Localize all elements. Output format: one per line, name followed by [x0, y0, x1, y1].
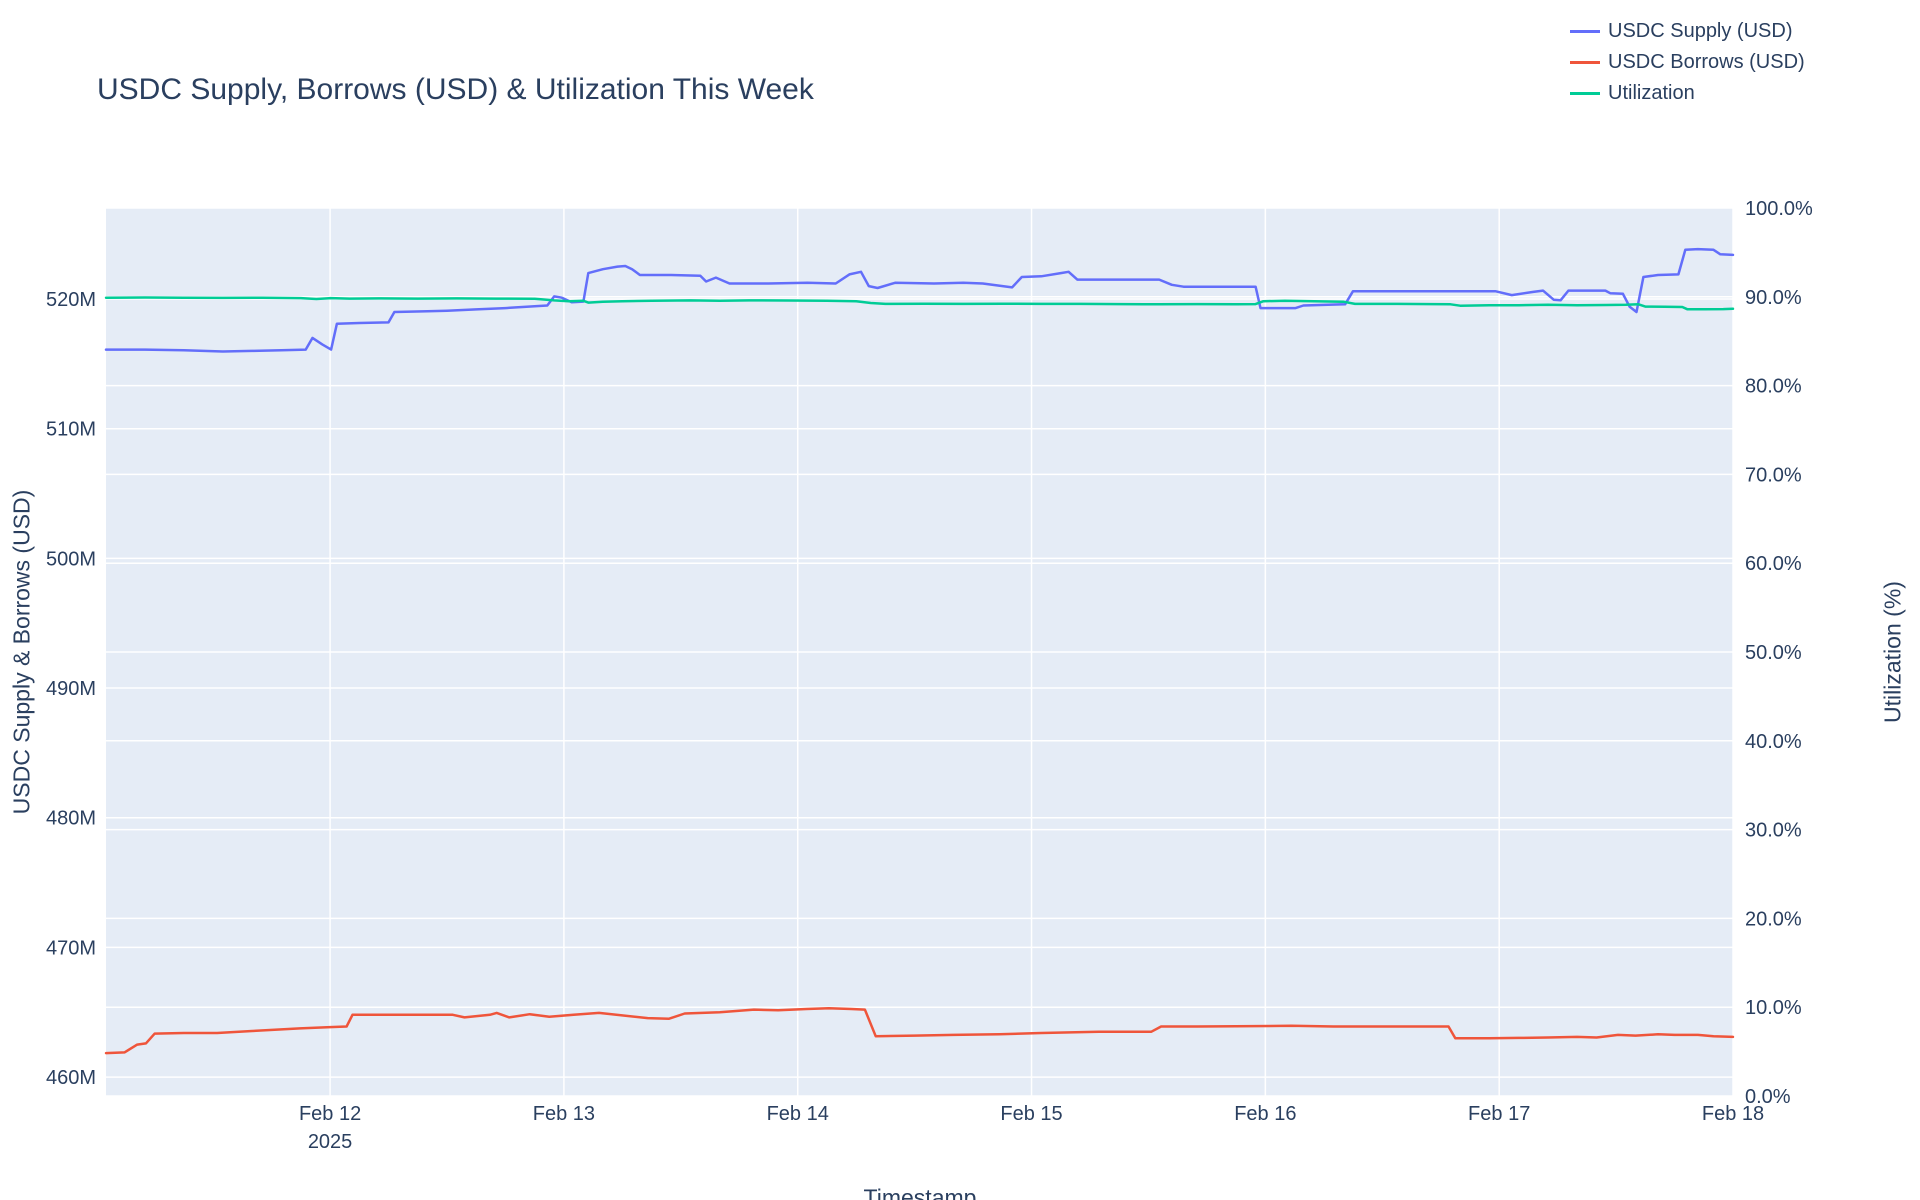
x-tick-label: Feb 15 [1000, 1103, 1062, 1125]
y-right-tick-label: 80.0% [1745, 376, 1802, 398]
legend-label-usdc-borrows: USDC Borrows (USD) [1608, 51, 1805, 73]
x-tick-label: Feb 14 [767, 1103, 829, 1125]
legend-item-utilization[interactable]: Utilization [1570, 78, 1805, 109]
y-left-tick-label: 470M [46, 937, 96, 959]
utilization-line-swatch-icon [1570, 92, 1600, 95]
legend-item-usdc-borrows[interactable]: USDC Borrows (USD) [1570, 47, 1805, 78]
y-right-tick-label: 70.0% [1745, 464, 1802, 486]
y-left-tick-label: 500M [46, 548, 96, 570]
x-tick-label: Feb 13 [533, 1103, 595, 1125]
y-right-tick-label: 40.0% [1745, 731, 1802, 753]
chart-title: USDC Supply, Borrows (USD) & Utilization… [97, 73, 814, 106]
y-right-tick-label: 20.0% [1745, 908, 1802, 930]
y-right-tick-label: 0.0% [1745, 1086, 1791, 1108]
legend-label-utilization: Utilization [1608, 82, 1695, 104]
y-right-tick-label: 30.0% [1745, 820, 1802, 842]
x-tick-label: Feb 12 [299, 1103, 361, 1125]
borrows-line [104, 1007, 1735, 1055]
utilization-line [104, 296, 1735, 311]
x-tick-sublabel: 2025 [308, 1131, 353, 1153]
legend-item-usdc-supply[interactable]: USDC Supply (USD) [1570, 16, 1805, 47]
y-right-tick-label: 90.0% [1745, 287, 1802, 309]
borrows-line-swatch-icon [1570, 61, 1600, 64]
supply-line-swatch-icon [1570, 30, 1600, 33]
y-left-tick-label: 520M [46, 289, 96, 311]
y-left-tick-label: 460M [46, 1067, 96, 1089]
y-right-tick-label: 60.0% [1745, 553, 1802, 575]
y-left-tick-label: 490M [46, 678, 96, 700]
y-right-tick-label: 50.0% [1745, 642, 1802, 664]
supply-line [104, 247, 1735, 353]
x-axis-title: Timestamp [863, 1184, 977, 1200]
x-tick-label: Feb 18 [1702, 1103, 1764, 1125]
legend: USDC Supply (USD) USDC Borrows (USD) Uti… [1570, 16, 1805, 109]
y-left-tick-label: 480M [46, 808, 96, 830]
x-tick-label: Feb 16 [1234, 1103, 1296, 1125]
y-right-tick-label: 10.0% [1745, 997, 1802, 1019]
legend-label-usdc-supply: USDC Supply (USD) [1608, 20, 1793, 42]
x-tick-label: Feb 17 [1468, 1103, 1530, 1125]
y-right-tick-label: 100.0% [1745, 198, 1813, 220]
y-left-tick-label: 510M [46, 419, 96, 441]
